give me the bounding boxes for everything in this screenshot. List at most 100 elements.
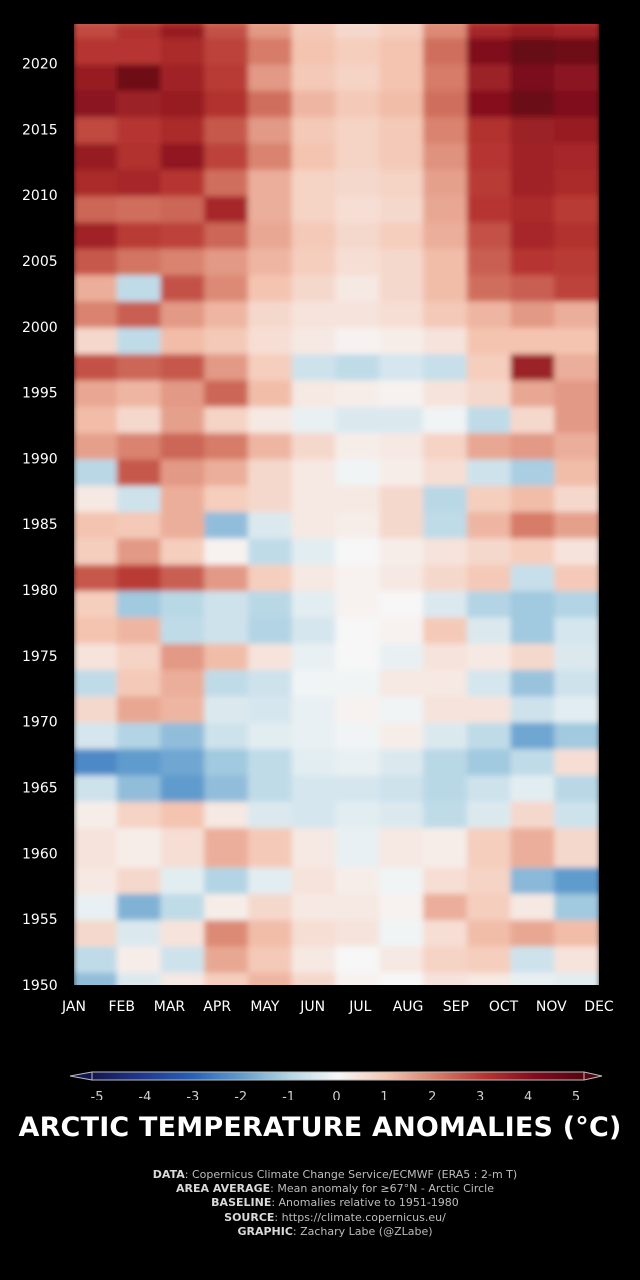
heatmap-cell	[248, 167, 294, 197]
heatmap-cell	[423, 141, 469, 170]
heatmap-cell	[204, 141, 250, 170]
heatmap-cell	[74, 457, 119, 486]
heatmap-cell	[248, 536, 294, 565]
heatmap-cell	[379, 404, 425, 434]
heatmap-cell	[74, 641, 119, 671]
heatmap-cell	[160, 970, 207, 985]
heatmap-cell	[335, 352, 382, 381]
heatmap-cell	[204, 826, 250, 868]
heatmap-cell	[466, 167, 513, 197]
heatmap-cell	[160, 457, 207, 486]
heatmap-cell	[74, 273, 119, 302]
heatmap-cell	[291, 299, 338, 328]
heatmap-cell	[291, 826, 338, 868]
heatmap-cell	[335, 615, 382, 644]
heatmap-cell	[291, 404, 338, 434]
heatmap-cell	[160, 24, 207, 25]
heatmap-cell	[554, 141, 599, 170]
heatmap-cell	[554, 24, 599, 25]
colorbar-tick-label: 4	[524, 1090, 532, 1100]
heatmap-cell	[335, 865, 382, 894]
heatmap-cell	[248, 510, 294, 539]
heatmap-cell	[554, 720, 599, 750]
heatmap-cell	[248, 641, 294, 671]
heatmap-cell	[160, 352, 207, 381]
x-tick-label: JAN	[61, 999, 86, 1015]
heatmap-cell	[510, 747, 557, 776]
heatmap-cell	[74, 536, 119, 565]
heatmap-cell	[248, 273, 294, 302]
credit-line-source: SOURCE: https://climate.copernicus.eu/	[224, 1210, 446, 1224]
heatmap-cell	[335, 378, 382, 407]
heatmap-cell	[423, 918, 469, 947]
x-tick-label: SEP	[443, 999, 469, 1015]
heatmap-cell	[554, 378, 599, 407]
heatmap-cell	[160, 220, 207, 249]
heatmap-cell	[116, 194, 163, 223]
heatmap-cell	[248, 299, 294, 328]
heatmap-cell	[335, 773, 382, 802]
heatmap-cell	[291, 378, 338, 407]
heatmap-cell	[291, 457, 338, 486]
heatmap-cell	[379, 352, 425, 381]
heatmap-cell	[291, 24, 338, 25]
heatmap-cell	[379, 891, 425, 921]
heatmap-cell	[466, 88, 513, 118]
heatmap-cell	[466, 944, 513, 973]
heatmap-cell	[554, 944, 599, 973]
heatmap-cell	[160, 720, 207, 750]
heatmap-cell	[204, 918, 250, 947]
heatmap-cell	[423, 944, 469, 973]
heatmap-cell	[554, 536, 599, 565]
heatmap-cell	[74, 378, 119, 407]
heatmap-cell	[291, 141, 338, 170]
heatmap-cell	[335, 194, 382, 223]
heatmap-cell	[510, 799, 557, 829]
heatmap-cell	[248, 220, 294, 249]
heatmap-cell	[510, 589, 557, 618]
heatmap-cell	[160, 747, 207, 776]
heatmap-cell	[248, 668, 294, 697]
heatmap-cell	[466, 641, 513, 671]
y-tick-label: 2000	[22, 320, 58, 336]
x-tick-label: APR	[203, 999, 231, 1015]
heatmap-cell	[204, 668, 250, 697]
heatmap-cell	[335, 299, 382, 328]
y-tick-label: 1955	[22, 912, 58, 928]
heatmap-cell	[554, 668, 599, 697]
heatmap-cell	[379, 167, 425, 197]
heatmap-cell	[335, 562, 382, 592]
heatmap-cell	[160, 246, 207, 276]
heatmap-cell	[204, 615, 250, 644]
heatmap-cell	[116, 589, 163, 618]
heatmap-cell	[554, 799, 599, 829]
heatmap-cells	[74, 24, 599, 985]
heatmap-cell	[291, 273, 338, 302]
heatmap-cell	[116, 641, 163, 671]
heatmap-cell	[466, 352, 513, 381]
heatmap-cell	[116, 36, 163, 65]
heatmap-cell	[379, 483, 425, 513]
heatmap-cell	[466, 325, 513, 355]
heatmap-cell	[160, 536, 207, 565]
heatmap-cell	[466, 24, 513, 39]
heatmap-cell	[160, 483, 207, 513]
heatmap-cell	[116, 615, 163, 644]
heatmap-cell	[204, 457, 250, 486]
heatmap-cell	[423, 62, 469, 91]
heatmap-cell	[466, 970, 513, 985]
heatmap-cell	[335, 325, 382, 355]
heatmap-cell	[204, 378, 250, 407]
heatmap-cell	[466, 299, 513, 328]
heatmap-cell	[291, 944, 338, 973]
heatmap-cell	[510, 88, 557, 118]
x-tick-label: JUN	[299, 999, 325, 1015]
heatmap-cell	[291, 918, 338, 947]
heatmap-cell	[116, 404, 163, 434]
heatmap-cell	[291, 167, 338, 197]
heatmap-cell	[160, 431, 207, 460]
heatmap-cell	[335, 88, 382, 118]
heatmap-cell	[423, 194, 469, 223]
heatmap-cell	[466, 918, 513, 947]
heatmap-cell	[335, 536, 382, 565]
